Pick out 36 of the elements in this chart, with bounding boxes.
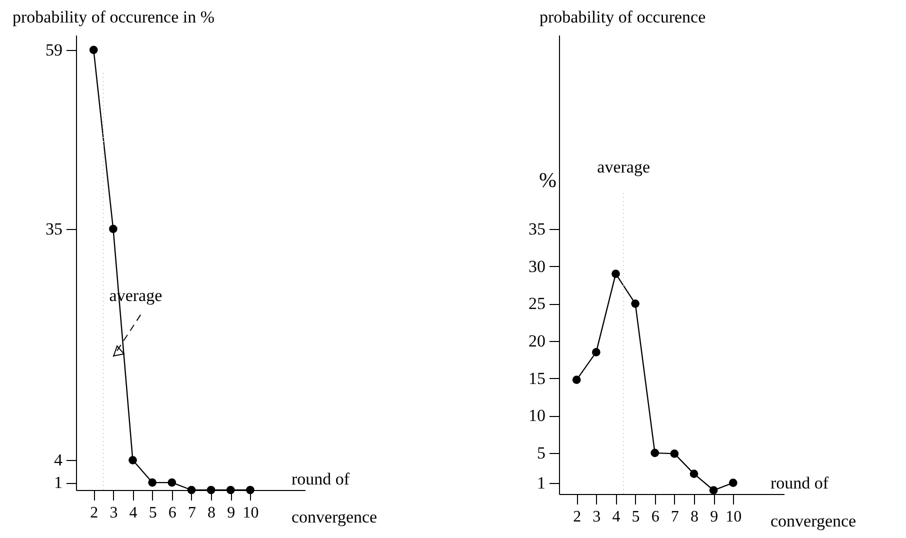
- x-tick-label: 7: [670, 508, 679, 526]
- y-tick-label: 30: [528, 256, 546, 276]
- y-tick-label: 20: [528, 332, 546, 350]
- y-axis-title: probability of occurence in %: [12, 8, 215, 26]
- ref-line-label: average: [597, 158, 650, 177]
- y-tick-label: 59: [46, 40, 62, 60]
- text: %: [539, 168, 556, 192]
- y-tick-label: 25: [528, 294, 546, 314]
- y-tick-label: 35: [528, 220, 546, 239]
- x-tick-label: 10: [242, 504, 259, 522]
- y-tick-label: 1: [54, 473, 62, 492]
- x-tick-label: 6: [651, 508, 660, 526]
- x-tick-label: 2: [90, 504, 98, 522]
- y-tick-label: 1: [537, 473, 546, 492]
- x-tick-label: 9: [227, 504, 236, 522]
- x-tick-label: 4: [129, 504, 138, 522]
- y-tick-label: 5: [537, 443, 546, 462]
- x-tick-label: 2: [573, 508, 582, 526]
- x-axis-title: round of convergence: [770, 474, 856, 530]
- x-tick-label: 7: [188, 504, 196, 522]
- x-tick-label: 6: [168, 504, 176, 522]
- y-axis-title: probability of occurence: [540, 8, 706, 26]
- x-tick-label: 4: [612, 508, 620, 526]
- y-tick-label: 4: [54, 450, 63, 470]
- x-tick-label: 3: [110, 504, 118, 522]
- y-tick-label: 15: [528, 368, 546, 388]
- x-tick-label: 9: [710, 508, 718, 526]
- x-tick-label: 10: [726, 508, 742, 526]
- x-tick-label: 8: [690, 508, 698, 526]
- x-tick-label: 5: [632, 508, 640, 526]
- x-tick-label: 3: [592, 508, 601, 526]
- x-axis-title: round of convergence: [292, 470, 378, 526]
- x-tick-label: 8: [208, 504, 216, 522]
- x-tick-label: 5: [148, 504, 157, 522]
- y-tick-label: 35: [46, 219, 62, 238]
- y-tick-label: 10: [528, 406, 546, 426]
